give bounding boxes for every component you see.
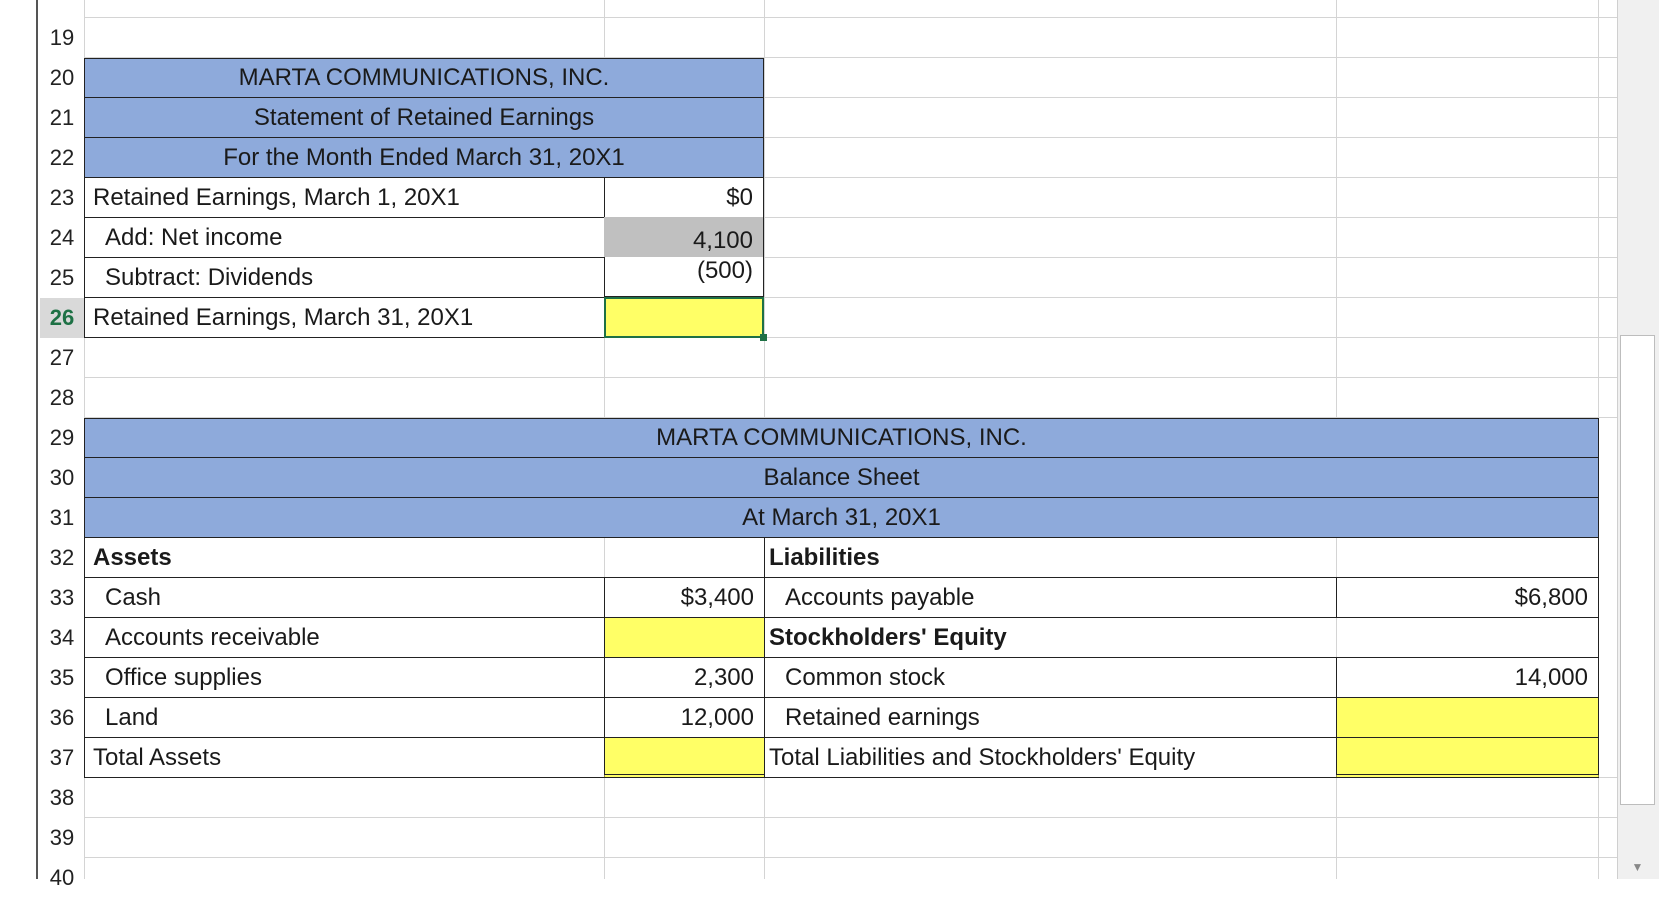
re-dividends-value[interactable]: (500) <box>604 257 764 297</box>
row-header[interactable]: 21 <box>40 98 84 138</box>
re-company-title[interactable]: MARTA COMMUNICATIONS, INC. <box>84 58 764 98</box>
row-header[interactable]: 27 <box>40 338 84 378</box>
row-header[interactable]: 23 <box>40 178 84 218</box>
re-beginning-value[interactable]: $0 <box>604 177 764 218</box>
bs-accounts-payable-label[interactable]: Accounts payable <box>764 577 1337 618</box>
row-header[interactable]: 35 <box>40 658 84 698</box>
bs-liabilities-header[interactable]: Liabilities <box>764 537 1599 578</box>
bs-total-assets-input[interactable] <box>604 737 765 778</box>
row-header[interactable]: 24 <box>40 218 84 258</box>
gridline <box>84 857 1617 858</box>
row-header-active[interactable]: 26 <box>40 298 84 338</box>
re-statement-title[interactable]: Statement of Retained Earnings <box>84 97 764 138</box>
bs-office-supplies-label[interactable]: Office supplies <box>84 657 605 698</box>
gridline <box>84 377 1617 378</box>
re-dividends-label[interactable]: Subtract: Dividends <box>84 257 605 298</box>
gridline <box>84 417 1617 418</box>
bs-accounts-payable-value[interactable]: $6,800 <box>1336 577 1599 618</box>
gridline <box>84 17 1617 18</box>
bs-accounts-receivable-label[interactable]: Accounts receivable <box>84 617 605 658</box>
bs-total-le-input[interactable] <box>1336 737 1599 778</box>
gridline <box>764 177 1617 178</box>
bs-accounts-receivable-input[interactable] <box>604 617 765 658</box>
row-header[interactable]: 33 <box>40 578 84 618</box>
bs-common-stock-label[interactable]: Common stock <box>764 657 1337 698</box>
scroll-down-arrow-icon[interactable]: ▼ <box>1631 860 1644 874</box>
bs-date[interactable]: At March 31, 20X1 <box>84 497 1599 538</box>
row-header[interactable]: 20 <box>40 58 84 98</box>
row-header[interactable]: 38 <box>40 778 84 818</box>
scrollbar-thumb[interactable] <box>1620 335 1655 805</box>
gridline <box>764 217 1617 218</box>
gridline <box>84 817 1617 818</box>
bs-common-stock-value[interactable]: 14,000 <box>1336 657 1599 698</box>
row-header[interactable]: 40 <box>40 858 84 898</box>
sheet-left-edge <box>0 0 38 879</box>
bs-cash-value[interactable]: $3,400 <box>604 577 765 618</box>
bs-equity-header[interactable]: Stockholders' Equity <box>764 617 1599 658</box>
row-header[interactable]: 19 <box>40 18 84 58</box>
gridline <box>764 257 1617 258</box>
bs-assets-header[interactable]: Assets <box>84 537 765 578</box>
row-header[interactable]: 29 <box>40 418 84 458</box>
re-ending-value-input[interactable] <box>604 297 764 338</box>
gridline <box>84 57 1617 58</box>
row-header[interactable]: 37 <box>40 738 84 778</box>
bs-total-assets-label[interactable]: Total Assets <box>84 737 605 778</box>
row-header[interactable]: 22 <box>40 138 84 178</box>
row-header[interactable]: 31 <box>40 498 84 538</box>
row-header[interactable]: 34 <box>40 618 84 658</box>
bs-cash-label[interactable]: Cash <box>84 577 605 618</box>
bs-land-label[interactable]: Land <box>84 697 605 738</box>
bs-land-value[interactable]: 12,000 <box>604 697 765 738</box>
gridline <box>764 97 1617 98</box>
gridline <box>84 337 1617 338</box>
bs-retained-earnings-label[interactable]: Retained earnings <box>764 697 1337 738</box>
re-net-income-value[interactable]: 4,100 <box>604 217 764 257</box>
gridline <box>764 297 1617 298</box>
bs-title[interactable]: Balance Sheet <box>84 457 1599 498</box>
re-ending-label[interactable]: Retained Earnings, March 31, 20X1 <box>84 297 605 338</box>
row-header[interactable]: 30 <box>40 458 84 498</box>
gridline <box>764 137 1617 138</box>
re-net-income-label[interactable]: Add: Net income <box>84 217 605 258</box>
row-header[interactable]: 36 <box>40 698 84 738</box>
row-header[interactable]: 32 <box>40 538 84 578</box>
row-header[interactable]: 39 <box>40 818 84 858</box>
re-beginning-label[interactable]: Retained Earnings, March 1, 20X1 <box>84 177 605 218</box>
row-header[interactable]: 28 <box>40 378 84 418</box>
row-header[interactable]: 25 <box>40 258 84 298</box>
re-period[interactable]: For the Month Ended March 31, 20X1 <box>84 137 764 178</box>
bs-company-title[interactable]: MARTA COMMUNICATIONS, INC. <box>84 418 1599 458</box>
bs-total-le-label[interactable]: Total Liabilities and Stockholders' Equi… <box>764 737 1337 778</box>
fill-handle[interactable] <box>760 334 767 341</box>
bs-office-supplies-value[interactable]: 2,300 <box>604 657 765 698</box>
bs-retained-earnings-input[interactable] <box>1336 697 1599 738</box>
